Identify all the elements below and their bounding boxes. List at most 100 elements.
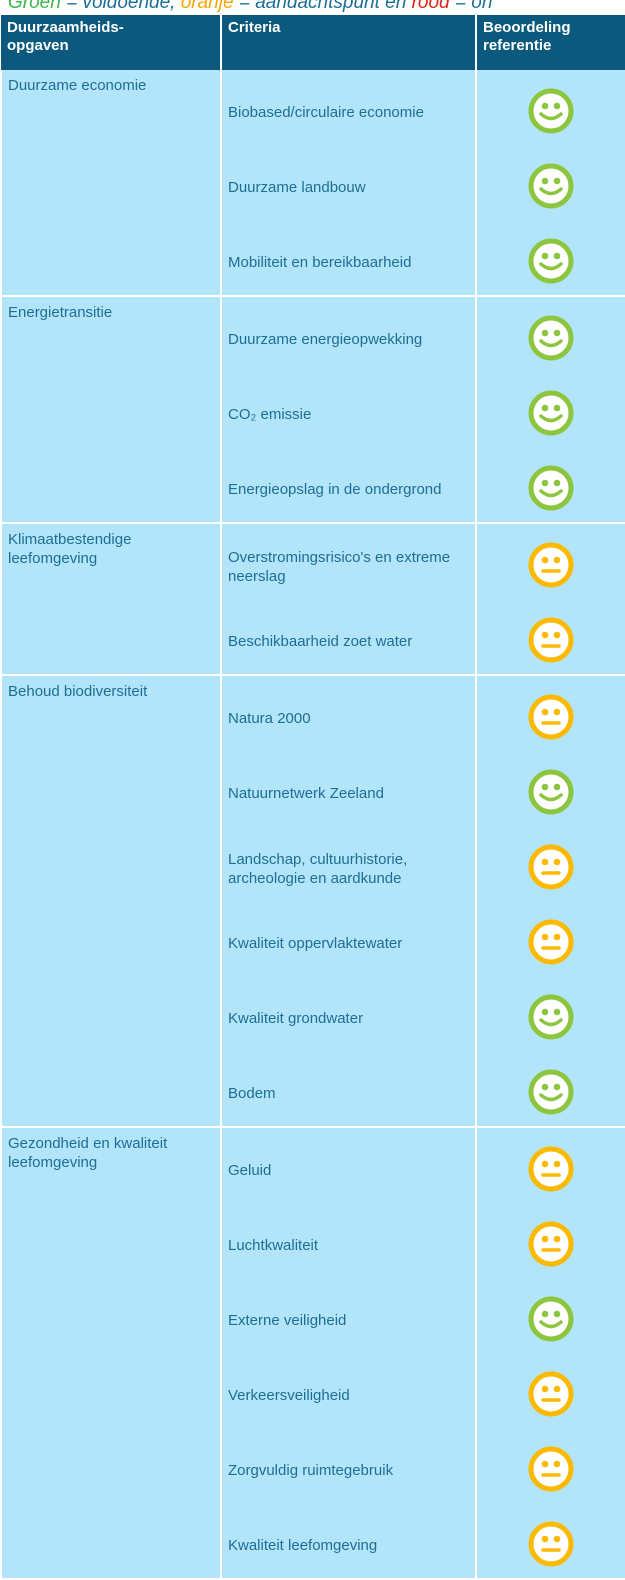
smiley: [528, 238, 574, 283]
smiley-face: [528, 1446, 574, 1491]
row: Natuurnetwerk Zeeland: [1, 751, 625, 826]
smiley: [528, 1521, 574, 1566]
rating-cell: [475, 675, 625, 751]
smiley-mouth: [539, 338, 563, 347]
smiley-mouth: [539, 792, 563, 801]
rating-cell: [475, 751, 625, 826]
smiley-eye: [541, 1535, 549, 1542]
rating-cell: [475, 1127, 625, 1203]
row: Externe veiligheid: [1, 1278, 625, 1353]
legend-part: = voldoende,: [60, 0, 181, 13]
smiley-mouth: [539, 413, 563, 422]
rating-cell: [475, 826, 625, 901]
smiley-face: [528, 238, 574, 283]
smiley-face: [528, 88, 574, 133]
criterion-cell: CO₂ emissie: [220, 372, 477, 447]
smiley-mouth: [539, 1017, 563, 1026]
criterion-cell: Energieopslag in de ondergrond: [220, 447, 477, 524]
smiley-eye: [541, 858, 549, 865]
smiley-eye: [541, 1235, 549, 1242]
criterion-cell: Kwaliteit oppervlaktewater: [220, 901, 477, 976]
smiley: [528, 315, 574, 360]
row: Luchtkwaliteit: [1, 1203, 625, 1278]
smiley: [528, 1371, 574, 1416]
rating-cell: [475, 145, 625, 220]
smiley: [528, 694, 574, 739]
smiley-face: [528, 844, 574, 889]
smiley-eye: [553, 1385, 561, 1392]
smiley-eye: [541, 404, 549, 411]
rating-cell: [475, 976, 625, 1051]
smiley-eye: [541, 783, 549, 790]
smiley-face: [528, 315, 574, 360]
rating-cell: [475, 1353, 625, 1428]
smiley-eye: [541, 329, 549, 336]
header-cell: Beoordeling referentie: [476, 15, 625, 70]
smiley-eye: [541, 102, 549, 109]
smiley-eye: [553, 1310, 561, 1317]
smiley: [528, 88, 574, 133]
group-cell: Gezondheid en kwaliteit leefomgeving: [0, 1127, 222, 1580]
smiley-eye: [553, 1235, 561, 1242]
smiley-eye: [553, 631, 561, 638]
criterion-cell: Biobased/circulaire economie: [220, 70, 477, 145]
legend-part: Groen: [8, 0, 61, 13]
criterion-cell: Overstromingsrisico's en extreme neersla…: [220, 523, 477, 599]
rating-cell: [475, 220, 625, 297]
group-cell: Klimaatbestendige leefomgeving: [0, 523, 222, 676]
criterion-cell: Geluid: [220, 1127, 477, 1203]
header-cell: Criteria: [221, 15, 477, 70]
legend-part: = aandachtspunt en: [233, 0, 412, 13]
criterion-cell: Mobiliteit en bereikbaarheid: [220, 220, 477, 297]
smiley-eye: [553, 479, 561, 486]
smiley-eye: [553, 329, 561, 336]
smiley-eye: [553, 933, 561, 940]
header-cell: Duurzaamheids- opgaven: [1, 15, 222, 70]
smiley-eye: [553, 1008, 561, 1015]
smiley-eye: [541, 1310, 549, 1317]
smiley-mouth: [539, 1092, 563, 1101]
smiley-face: [528, 617, 574, 662]
row: Kwaliteit oppervlaktewater: [1, 901, 625, 976]
rating-cell: [475, 1278, 625, 1353]
smiley-face: [528, 390, 574, 435]
smiley: [528, 769, 574, 814]
smiley: [528, 617, 574, 662]
smiley-eye: [553, 404, 561, 411]
legend-part: oranje: [180, 0, 234, 13]
rating-cell: [475, 1051, 625, 1128]
criterion-cell: Beschikbaarheid zoet water: [220, 599, 477, 676]
smiley-face: [528, 919, 574, 964]
criterion-cell: Natura 2000: [220, 675, 477, 751]
smiley: [528, 919, 574, 964]
smiley-eye: [553, 556, 561, 563]
smiley-eye: [553, 1460, 561, 1467]
smiley-eye: [553, 102, 561, 109]
smiley-face: [528, 1296, 574, 1341]
smiley: [528, 1069, 574, 1114]
smiley-face: [528, 542, 574, 587]
legend-part: = on: [449, 0, 493, 13]
rating-cell: [475, 296, 625, 372]
smiley-mouth: [539, 111, 563, 120]
smiley-mouth: [539, 186, 563, 195]
criterion-cell: Kwaliteit grondwater: [220, 976, 477, 1051]
row: Behoud biodiversiteit Natura 2000: [0, 675, 625, 1128]
smiley-face: [528, 1146, 574, 1191]
rating-cell: [475, 599, 625, 676]
criterion-cell: Natuurnetwerk Zeeland: [220, 751, 477, 826]
smiley-face: [528, 1371, 574, 1416]
criterion-cell: Landschap, cultuurhistorie, archeologie …: [220, 826, 477, 901]
row: Klimaatbestendige leefomgeving Overstromi…: [0, 523, 625, 676]
group-cell: Duurzame economie: [0, 70, 222, 297]
smiley-face: [528, 769, 574, 814]
rating-cell: [475, 901, 625, 976]
row: Mobiliteit en bereikbaarheid: [1, 220, 625, 297]
smiley-eye: [541, 479, 549, 486]
smiley-face: [528, 1069, 574, 1114]
rating-cell: [475, 523, 625, 599]
smiley-mouth: [539, 488, 563, 497]
smiley-eye: [541, 631, 549, 638]
smiley-face: [528, 163, 574, 208]
